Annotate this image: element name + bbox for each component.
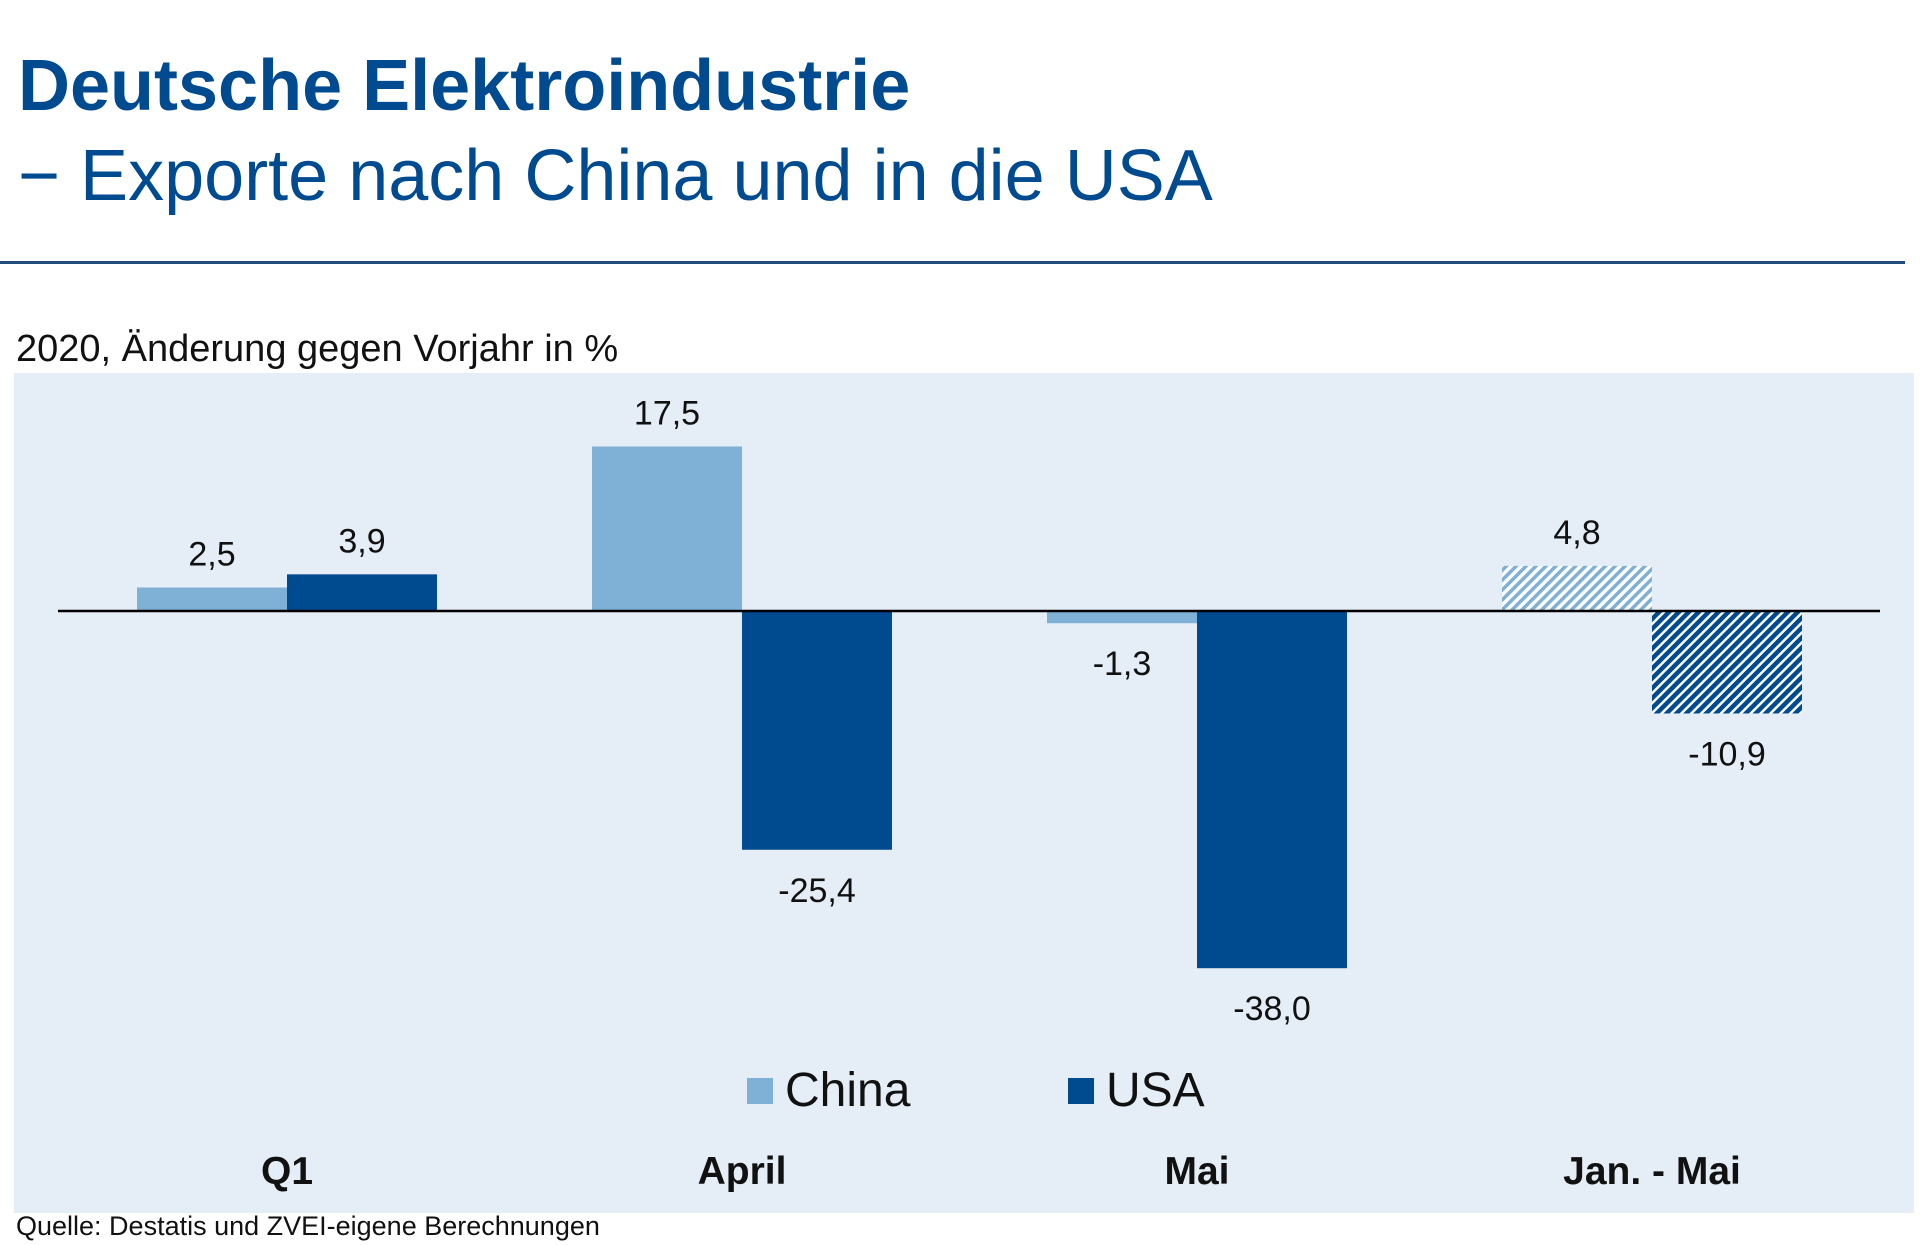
legend-label-china: China xyxy=(785,1064,911,1117)
value-label-china-0: 2,5 xyxy=(188,536,235,574)
chart-title: Deutsche Elektroindustrie xyxy=(18,46,911,126)
category-label-0: Q1 xyxy=(261,1150,313,1193)
legend: China USA xyxy=(747,1064,1205,1117)
bar-china-2 xyxy=(1047,611,1197,624)
value-label-china-1: 17,5 xyxy=(634,395,700,433)
bar-usa-1 xyxy=(742,611,892,850)
category-label-2: Mai xyxy=(1164,1150,1229,1193)
bar-chart: 2,5 3,9 17,5 -25,4 -1,3 -38,0 4,8 -10,9 China U… xyxy=(14,373,1914,1213)
category-label-1: April xyxy=(698,1150,787,1193)
value-label-usa-2: -38,0 xyxy=(1233,990,1311,1028)
header-divider xyxy=(0,261,1905,264)
legend-label-usa: USA xyxy=(1106,1064,1205,1117)
bar-usa-3 xyxy=(1652,611,1802,714)
value-label-usa-1: -25,4 xyxy=(778,872,856,910)
unit-label: 2020, Änderung gegen Vorjahr in % xyxy=(16,328,619,370)
bar-china-0 xyxy=(137,587,287,611)
bar-china-3 xyxy=(1502,565,1652,611)
category-label-3: Jan. - Mai xyxy=(1563,1150,1741,1193)
value-label-usa-3: -10,9 xyxy=(1688,735,1766,773)
source-note: Quelle: Destatis und ZVEI-eigene Berechn… xyxy=(16,1211,600,1241)
chart-subtitle: − Exporte nach China und in die USA xyxy=(18,136,1213,216)
plot-background xyxy=(14,373,1914,1213)
legend-swatch-usa xyxy=(1068,1078,1094,1104)
bar-china-1 xyxy=(592,446,742,611)
value-label-china-3: 4,8 xyxy=(1553,514,1600,552)
bar-usa-2 xyxy=(1197,611,1347,969)
value-label-china-2: -1,3 xyxy=(1093,645,1152,683)
value-label-usa-0: 3,9 xyxy=(338,522,385,560)
legend-swatch-china xyxy=(747,1078,773,1104)
bar-usa-0 xyxy=(287,574,437,611)
